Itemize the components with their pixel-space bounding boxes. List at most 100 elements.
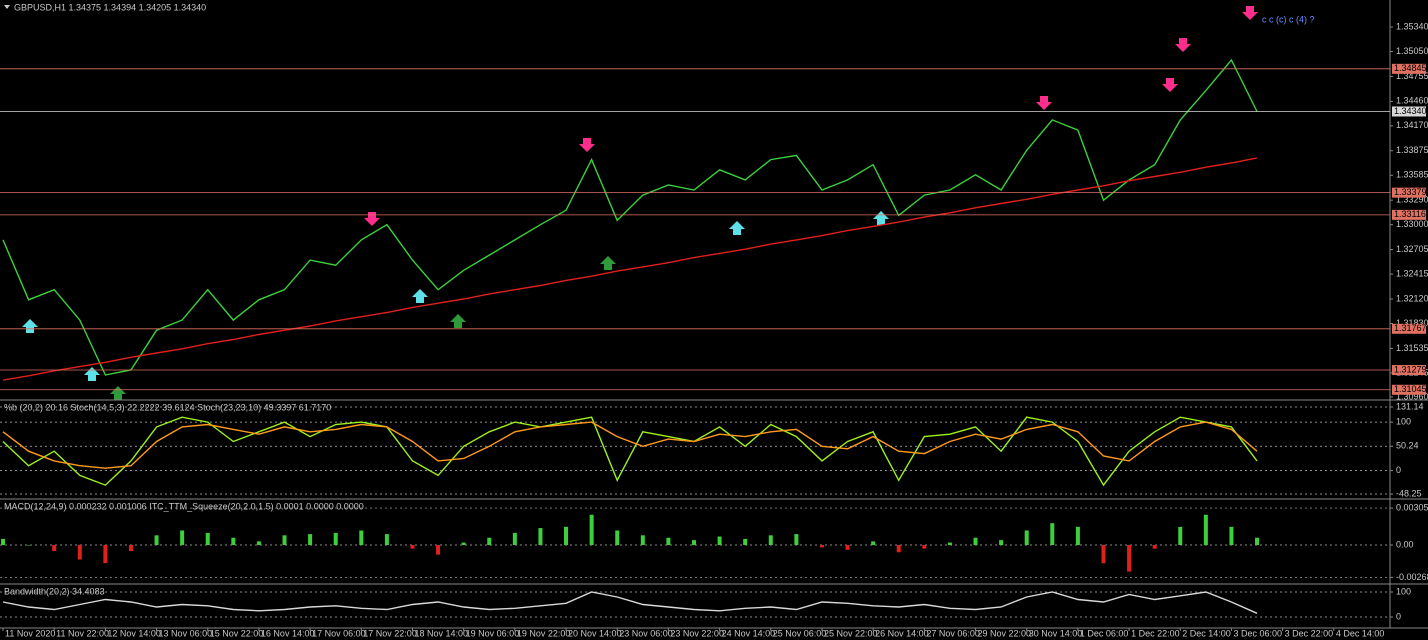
histogram-bar [922, 544, 927, 549]
histogram-bar [231, 537, 236, 545]
y-tick-label: -0.002681 [1396, 572, 1428, 582]
y-tick-label: 0 [1396, 611, 1401, 621]
price-level-label: 1.34845 [1394, 63, 1427, 73]
down-arrow [1036, 96, 1052, 110]
x-tick-label: 17 Nov 22:00 [363, 628, 417, 638]
histogram-bar [77, 544, 82, 560]
histogram-bar [692, 540, 696, 545]
y-tick-label: 1.34755 [1396, 71, 1428, 81]
x-tick-label: 4 Dec 14:00 [1336, 628, 1385, 638]
x-tick-label: 24 Nov 14:00 [722, 628, 776, 638]
histogram-bar [384, 534, 389, 545]
up-arrow [412, 289, 428, 303]
histogram-bar [410, 544, 415, 549]
price-level-label: 1.33116 [1394, 209, 1426, 219]
x-tick-label: 25 Nov 06:00 [773, 628, 827, 638]
y-tick-label: 1.32705 [1396, 244, 1428, 254]
price-level-label: 1.31767 [1394, 323, 1427, 333]
price-level-label: 1.31045 [1394, 384, 1427, 394]
x-tick-label: 3 Dec 22:00 [1285, 628, 1334, 638]
histogram-bar [973, 537, 978, 545]
histogram-bar [1, 538, 5, 545]
y-tick-label: 1.32415 [1396, 268, 1428, 278]
y-tick-label: 0 [1396, 465, 1401, 475]
up-arrow [873, 211, 889, 225]
y-tick-label: 1.35340 [1396, 21, 1428, 31]
y-tick-label: 1.33290 [1396, 195, 1428, 205]
y-tick-label: 1.35050 [1396, 46, 1428, 56]
menu-triangle [4, 5, 10, 9]
histogram-bar [845, 544, 850, 550]
histogram-bar [564, 526, 569, 545]
histogram-bar [640, 535, 645, 545]
histogram-bar [743, 538, 748, 545]
histogram-bar [999, 540, 1004, 545]
series-line [2, 58, 1258, 376]
y-tick-label: 0.003055 [1396, 502, 1428, 512]
price-level-tag [1392, 323, 1426, 334]
x-tick-label: 23 Nov 22:00 [670, 628, 724, 638]
histogram-bar [947, 542, 952, 545]
up-arrow [450, 314, 466, 328]
x-tick-label: 2 Dec 14:00 [1182, 628, 1231, 638]
y-tick-label: 1.34170 [1396, 120, 1428, 130]
histogram-bar [1229, 526, 1234, 545]
panel-title: Bandwidth(20,2) 34.4083 [4, 586, 105, 596]
histogram-bar [1050, 523, 1055, 545]
series-line [2, 157, 1258, 381]
y-tick-label: -48.25 [1396, 488, 1422, 498]
x-tick-label: 30 Nov 14:00 [1029, 628, 1083, 638]
price-level-tag [1392, 384, 1426, 395]
x-tick-label: 18 Nov 14:00 [414, 628, 468, 638]
histogram-bar [26, 544, 31, 546]
x-tick-label: 19 Nov 06:00 [466, 628, 520, 638]
y-tick-label: 1.32120 [1396, 293, 1428, 303]
histogram-bar [128, 544, 133, 552]
down-arrow [1162, 78, 1178, 92]
histogram-bar [103, 544, 108, 564]
x-tick-label: 27 Nov 06:00 [926, 628, 980, 638]
histogram-bar [1152, 544, 1157, 549]
y-tick-label: 100 [1396, 416, 1411, 426]
y-tick-label: 1.33585 [1396, 170, 1428, 180]
price-level-tag [1392, 106, 1426, 117]
x-tick-label: 15 Nov 22:00 [210, 628, 264, 638]
histogram-bar [256, 541, 261, 545]
histogram-bar [436, 544, 441, 555]
y-tick-label: 1.33875 [1396, 145, 1428, 155]
price-level-tag [1392, 365, 1426, 376]
up-arrow [729, 221, 745, 235]
x-tick-label: 20 Nov 14:00 [568, 628, 622, 638]
down-arrow [579, 138, 595, 152]
histogram-bar [52, 544, 57, 552]
x-tick-label: 26 Nov 14:00 [875, 628, 929, 638]
x-tick-label: 13 Nov 06:00 [159, 628, 213, 638]
histogram-bar [512, 532, 517, 545]
histogram-bar [1101, 544, 1106, 564]
x-tick-label: 12 Nov 14:00 [107, 628, 161, 638]
x-tick-label: 19 Nov 22:00 [517, 628, 571, 638]
x-tick-label: 1 Dec 06:00 [1080, 628, 1129, 638]
price-level-label: 1.31279 [1394, 364, 1427, 374]
x-tick-label: 1 Dec 22:00 [1131, 628, 1180, 638]
histogram-bar [1178, 526, 1183, 545]
panel-title: MACD(12,24,9) 0.000232 0.001006 ITC_TTM_… [4, 501, 364, 511]
x-tick-label: 3 Dec 06:00 [1233, 628, 1282, 638]
x-tick-label: 29 Nov 22:00 [978, 628, 1032, 638]
x-tick-label: 23 Nov 06:00 [619, 628, 673, 638]
histogram-bar [180, 530, 185, 545]
x-tick-label: 17 Nov 06:00 [312, 628, 366, 638]
price-level-tag [1392, 209, 1426, 220]
histogram-bar [768, 535, 773, 545]
histogram-bar [1024, 530, 1029, 545]
down-arrow [364, 212, 380, 226]
x-tick-label: 16 Nov 14:00 [261, 628, 315, 638]
x-tick-label: 25 Nov 22:00 [824, 628, 878, 638]
y-tick-label: 1.33000 [1396, 219, 1428, 229]
histogram-bar [615, 530, 620, 545]
series-line [2, 421, 1258, 469]
down-arrow [1175, 38, 1191, 52]
y-tick-label: 1.30960 [1396, 391, 1428, 401]
